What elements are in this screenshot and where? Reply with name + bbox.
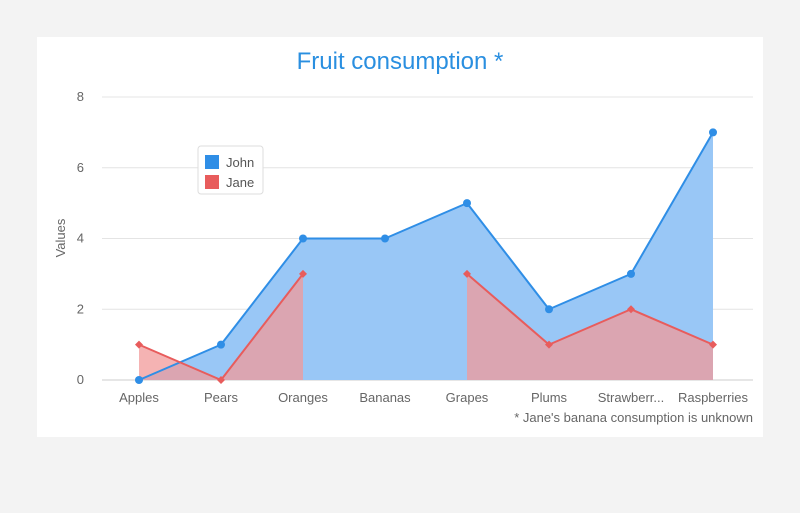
john-point[interactable]	[545, 305, 553, 314]
john-line-segment	[138, 131, 714, 381]
legend-label-john: John	[226, 155, 254, 170]
x-tick-label: Plums	[531, 390, 568, 405]
john-point[interactable]	[135, 376, 143, 384]
x-axis-ticks: Apples Pears Oranges Bananas Grapes Plums Stra…	[119, 390, 748, 405]
john-point[interactable]	[381, 234, 389, 243]
legend-item-jane[interactable]: Jane	[205, 175, 254, 190]
jane-point[interactable]	[545, 340, 553, 349]
y-axis-ticks: 0 2 4 6 8	[77, 89, 84, 387]
x-tick-label: Oranges	[278, 390, 328, 405]
chart-caption: * Jane's banana consumption is unknown	[514, 410, 753, 425]
x-tick-label: Raspberries	[678, 390, 749, 405]
chart-title: Fruit consumption *	[297, 48, 504, 75]
y-tick-label: 6	[77, 160, 84, 175]
chart-card: 0 2 4 6 8 Apples Pears Oranges Bananas Grapes Plu…	[37, 37, 763, 437]
legend-label-jane: Jane	[226, 175, 254, 190]
john-point[interactable]	[463, 199, 471, 208]
jane-point[interactable]	[627, 305, 635, 314]
x-tick-label: Bananas	[359, 390, 411, 405]
y-tick-label: 4	[77, 231, 84, 246]
y-tick-label: 0	[77, 372, 84, 387]
legend[interactable]: John Jane	[197, 145, 264, 195]
jane-point[interactable]	[217, 376, 225, 384]
series-markers	[135, 128, 717, 384]
jane-point[interactable]	[709, 340, 717, 349]
x-tick-label: Apples	[119, 390, 159, 405]
x-tick-label: Pears	[204, 390, 238, 405]
x-tick-label: Strawberr...	[598, 390, 664, 405]
legend-swatch-john	[205, 155, 219, 169]
y-tick-label: 8	[77, 89, 84, 104]
x-tick-label: Grapes	[446, 390, 489, 405]
y-tick-label: 2	[77, 301, 84, 316]
legend-item-john[interactable]: John	[205, 155, 254, 170]
y-axis-title: Values	[53, 218, 68, 257]
jane-point[interactable]	[299, 269, 307, 278]
john-point[interactable]	[299, 234, 307, 243]
jane-area-segment	[139, 273, 303, 380]
legend-swatch-jane	[205, 175, 219, 189]
chart: 0 2 4 6 8 Apples Pears Oranges Bananas Grapes Plu…	[53, 48, 753, 425]
jane-point[interactable]	[463, 269, 471, 278]
jane-line-segment	[466, 273, 714, 346]
john-point[interactable]	[217, 340, 225, 349]
john-point[interactable]	[627, 269, 635, 278]
john-point[interactable]	[709, 128, 717, 137]
jane-point[interactable]	[135, 340, 143, 349]
